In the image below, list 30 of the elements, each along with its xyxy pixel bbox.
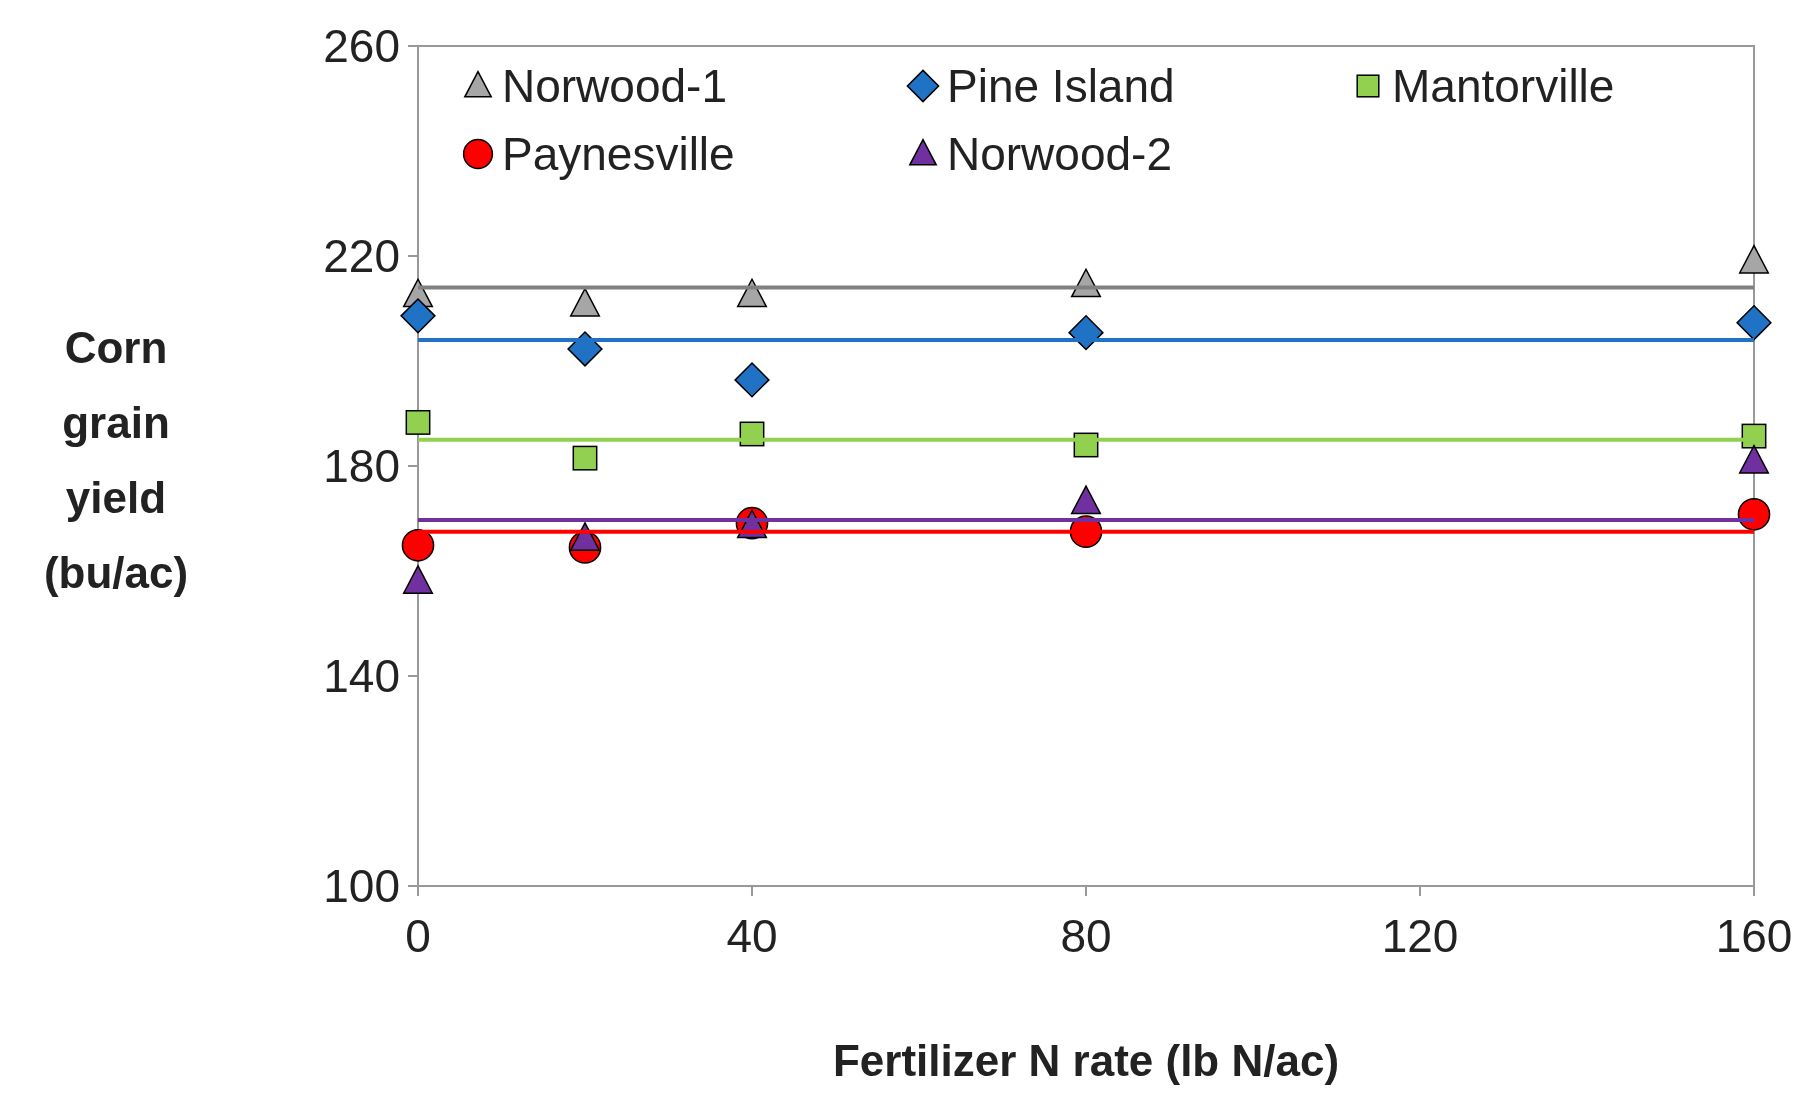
legend-label: Norwood-1	[502, 60, 727, 113]
x-tick-label: 120	[1381, 910, 1459, 962]
point	[734, 362, 770, 398]
point	[1736, 305, 1772, 341]
x-axis-title: Fertilizer N rate (lb N/ac)	[832, 1036, 1340, 1085]
point	[405, 409, 431, 435]
legend-label: Mantorville	[1392, 60, 1615, 113]
point	[572, 445, 598, 471]
point	[1737, 497, 1771, 531]
point	[1070, 485, 1102, 515]
point	[402, 565, 434, 594]
point	[569, 522, 601, 551]
y-tick-label: 180	[323, 440, 400, 493]
legend-label: Pine Island	[947, 60, 1175, 113]
legend-label: Norwood-2	[947, 128, 1172, 181]
y-axis-title: Corn grain yield (bu/ac)	[43, 323, 189, 597]
x-tick-label: 40	[726, 910, 778, 962]
y-tick-label: 220	[323, 230, 400, 283]
y-tick-label: 260	[323, 20, 400, 73]
x-tick-label: 160	[1715, 910, 1793, 962]
point	[1738, 244, 1770, 274]
point	[1738, 444, 1770, 474]
y-tick-label: 140	[323, 650, 400, 703]
x-tick-label: 80	[1060, 910, 1112, 962]
legend-label: Paynesville	[502, 128, 735, 181]
x-tick-label: 0	[405, 910, 431, 962]
point	[569, 287, 601, 317]
y-tick-label: 100	[323, 860, 400, 913]
point	[401, 528, 435, 562]
point	[400, 298, 436, 334]
